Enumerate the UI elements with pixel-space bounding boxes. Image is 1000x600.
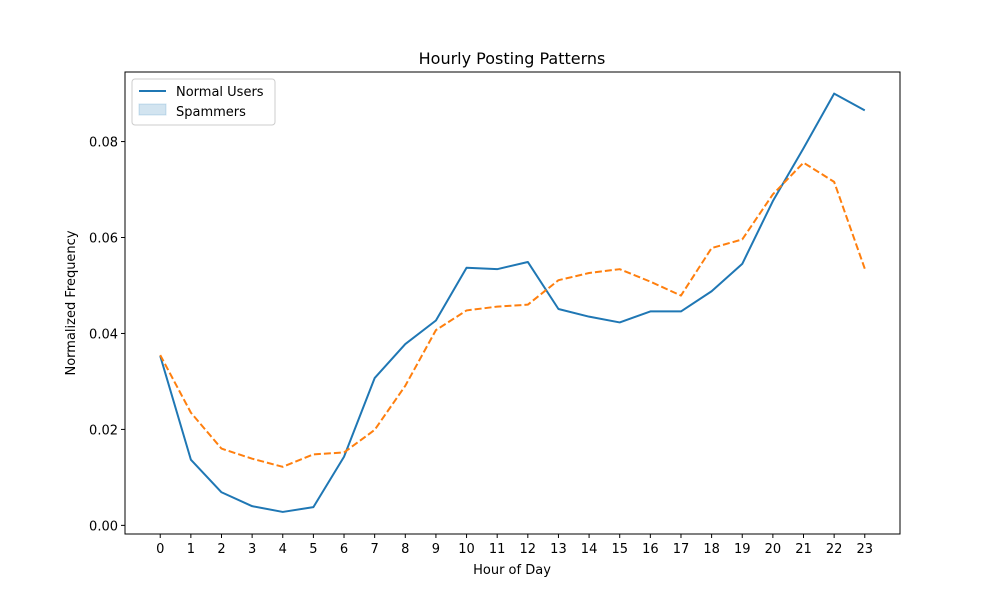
x-tick-label: 17 <box>673 542 690 557</box>
legend-swatch-spammers <box>138 103 167 116</box>
y-axis-ticks: 0.00 0.02 0.04 0.06 0.08 <box>89 136 125 534</box>
axes-frame <box>124 71 901 535</box>
x-tick-label: 22 <box>826 542 843 557</box>
x-tick-label: 4 <box>279 542 287 557</box>
legend-box <box>131 78 276 126</box>
x-tick-label: 1 <box>187 542 195 557</box>
y-tick-label: 0.02 <box>89 423 118 438</box>
x-tick-label: 2 <box>217 542 225 557</box>
x-axis-title: Hour of Day <box>473 563 551 578</box>
x-tick-label: 10 <box>458 542 475 557</box>
chart-title: Hourly Posting Patterns <box>419 49 606 68</box>
x-tick-label: 8 <box>401 542 409 557</box>
x-tick-label: 21 <box>795 542 812 557</box>
x-tick-label: 15 <box>611 542 628 557</box>
x-tick-label: 16 <box>642 542 659 557</box>
y-tick-label: 0.06 <box>89 232 118 247</box>
legend-label-spammers: Spammers <box>176 105 246 120</box>
x-tick-label: 9 <box>432 542 440 557</box>
x-tick-label: 20 <box>765 542 782 557</box>
x-tick-label: 19 <box>734 542 751 557</box>
x-tick-label: 12 <box>520 542 537 557</box>
legend-label-normal-users: Normal Users <box>176 85 264 100</box>
y-tick-label: 0.04 <box>89 327 118 342</box>
x-axis-ticks: 0 1 2 3 4 5 6 7 8 9 10 11 12 13 14 15 16 17 18 19 20 21 22 23 <box>156 534 873 557</box>
series-line-0 <box>159 92 866 513</box>
series-line-1 <box>159 161 866 468</box>
legend: Normal Users Spammers <box>131 78 276 126</box>
x-tick-label: 3 <box>248 542 256 557</box>
x-tick-label: 23 <box>856 542 873 557</box>
plot-area: 0 1 2 3 4 5 6 7 8 9 10 11 12 13 14 15 16 17 18 19 20 21 22 23 0… <box>89 71 901 557</box>
x-tick-label: 7 <box>371 542 379 557</box>
x-tick-label: 18 <box>703 542 720 557</box>
y-tick-label: 0.00 <box>89 519 118 534</box>
x-tick-label: 0 <box>156 542 164 557</box>
x-tick-label: 14 <box>581 542 598 557</box>
x-tick-label: 6 <box>340 542 348 557</box>
x-tick-label: 11 <box>489 542 506 557</box>
series-group <box>159 92 866 513</box>
y-tick-label: 0.08 <box>89 136 118 151</box>
x-tick-label: 13 <box>550 542 567 557</box>
x-tick-label: 5 <box>309 542 317 557</box>
y-axis-title: Normalized Frequency <box>64 230 79 375</box>
